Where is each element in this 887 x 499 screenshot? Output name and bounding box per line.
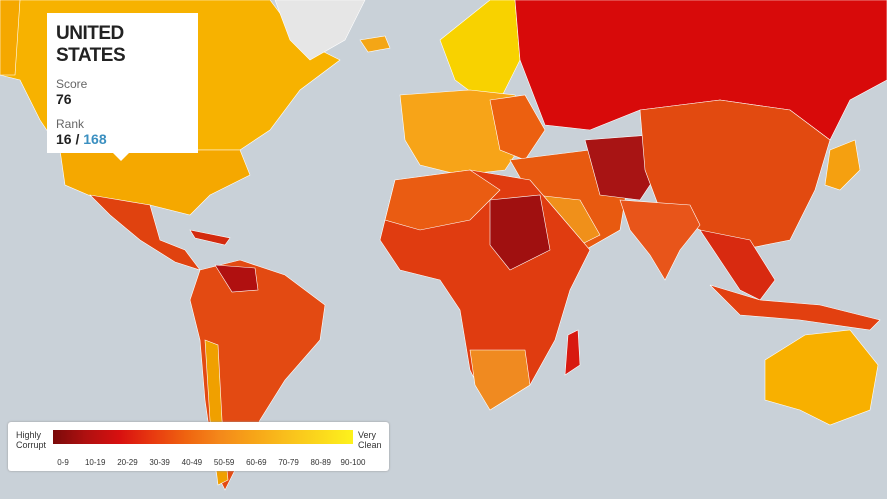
total: 168 (83, 131, 107, 147)
eastern-europe (489, 94, 546, 161)
caribbean (189, 229, 231, 246)
sudan (489, 194, 551, 271)
legend-range: 90-100 (340, 458, 366, 467)
legend-range: 20-29 (117, 458, 138, 467)
legend-low: Highly Corrupt (16, 430, 47, 450)
north-africa (384, 169, 501, 231)
legend-high: Very Clean (358, 430, 382, 450)
legend-range: 70-79 (278, 458, 299, 467)
rank-label: Rank (56, 117, 85, 131)
separator: / (75, 131, 80, 147)
legend-range: 0-9 (57, 458, 69, 467)
legend: Highly Corrupt Very Clean 0-9 10-19 20-29 3… (8, 422, 389, 471)
score-label: Score (56, 77, 88, 91)
legend-range: 40-49 (181, 458, 203, 467)
legend-range: 60-69 (246, 458, 267, 467)
rank-value: 16 / 168 (56, 131, 189, 147)
south-africa (469, 349, 531, 411)
iceland (359, 35, 391, 53)
madagascar (564, 329, 581, 376)
venezuela (214, 264, 259, 293)
rank: 16 (56, 131, 72, 147)
legend-range: 30-39 (149, 458, 170, 467)
legend-gradient (53, 430, 353, 444)
korea-japan (824, 139, 861, 191)
greenland (274, 0, 366, 61)
scandinavia (439, 0, 521, 101)
india (619, 199, 701, 281)
legend-range: 50-59 (213, 458, 235, 467)
indonesia (709, 284, 881, 331)
tooltip: UNITED STATES Score 76 Rank 16 / 168 (47, 13, 198, 161)
alaska (0, 0, 21, 76)
legend-range: 80-89 (310, 458, 331, 467)
score-value: 76 (56, 91, 72, 107)
central-asia (584, 134, 661, 201)
legend-range: 10-19 (84, 458, 106, 467)
australia (764, 329, 879, 426)
usa (59, 149, 251, 216)
country-name: UNITED STATES (56, 23, 126, 66)
